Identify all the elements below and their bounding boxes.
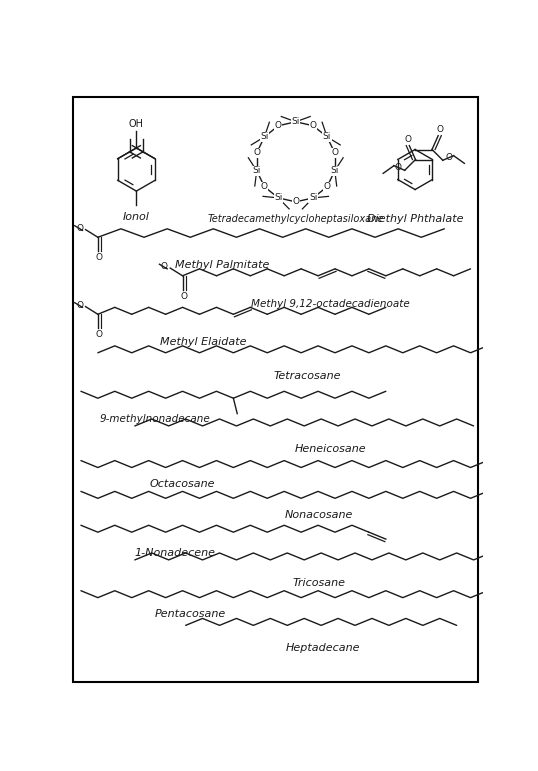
- Text: Nonacosane: Nonacosane: [285, 510, 353, 520]
- Text: Si: Si: [292, 117, 300, 126]
- Text: O: O: [76, 224, 83, 233]
- Text: Tetradecamethylcycloheptasiloxane: Tetradecamethylcycloheptasiloxane: [208, 214, 384, 224]
- Text: Si: Si: [274, 194, 282, 203]
- Text: O: O: [331, 148, 338, 157]
- Text: Si: Si: [309, 194, 317, 203]
- Text: Si: Si: [323, 133, 331, 141]
- Text: O: O: [446, 153, 453, 162]
- Text: Ionol: Ionol: [123, 212, 150, 222]
- Text: Tricosane: Tricosane: [292, 577, 345, 588]
- Text: Heptadecane: Heptadecane: [286, 643, 360, 653]
- Text: Si: Si: [330, 167, 339, 175]
- Text: Octacosane: Octacosane: [150, 479, 215, 489]
- Text: Methyl Palmitate: Methyl Palmitate: [175, 261, 270, 271]
- Text: O: O: [436, 125, 443, 134]
- Text: Pentacosane: Pentacosane: [154, 609, 226, 619]
- Text: O: O: [253, 148, 260, 157]
- Text: O: O: [96, 331, 103, 339]
- Text: O: O: [323, 182, 330, 191]
- Text: O: O: [309, 121, 317, 130]
- Text: Diethyl Phthalate: Diethyl Phthalate: [367, 214, 463, 224]
- Text: O: O: [96, 254, 103, 262]
- Text: O: O: [275, 121, 282, 130]
- Text: 9-methylnonadecane: 9-methylnonadecane: [100, 414, 210, 424]
- Text: Tetracosane: Tetracosane: [273, 372, 341, 382]
- Text: Heneicosane: Heneicosane: [295, 444, 366, 454]
- Text: O: O: [404, 135, 411, 144]
- Text: O: O: [395, 163, 402, 172]
- Text: 1-Nonadecene: 1-Nonadecene: [134, 548, 215, 558]
- Text: OH: OH: [129, 120, 144, 130]
- Text: Methyl 9,12-octadecadienoate: Methyl 9,12-octadecadienoate: [251, 299, 410, 309]
- Text: Methyl Elaidate: Methyl Elaidate: [160, 338, 246, 348]
- Text: O: O: [181, 292, 188, 301]
- Text: O: O: [76, 301, 83, 309]
- Text: O: O: [292, 197, 299, 207]
- Text: Si: Si: [252, 167, 261, 175]
- Text: O: O: [261, 182, 268, 191]
- Text: O: O: [161, 262, 168, 271]
- Text: Si: Si: [260, 133, 268, 141]
